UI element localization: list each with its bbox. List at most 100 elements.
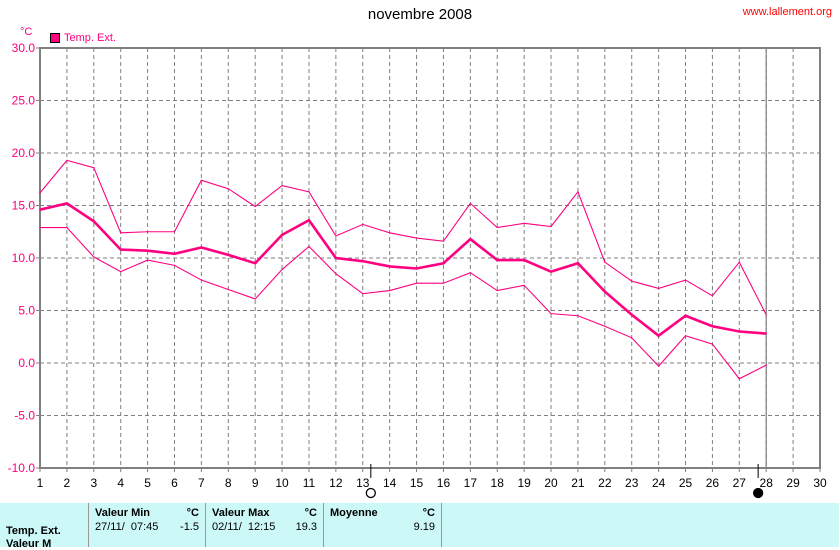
point-min (281, 268, 283, 271)
point-mean (362, 260, 364, 262)
point-max (93, 167, 95, 169)
point-max (146, 231, 149, 233)
point-min (362, 293, 364, 295)
point-mean (684, 315, 687, 317)
min-unit: °C (186, 507, 199, 519)
point-max (711, 295, 714, 297)
x-tick-label: 6 (171, 476, 178, 490)
site-link[interactable]: www.lallement.org (742, 6, 832, 18)
point-min (200, 279, 202, 281)
point-mean (550, 271, 552, 273)
y-tick-label: 30.0 (12, 41, 36, 55)
point-mean (120, 249, 122, 251)
point-max (227, 188, 229, 190)
point-mean (577, 262, 579, 264)
point-min (550, 313, 552, 315)
avg-column: Moyenne °C 9.19 (323, 503, 441, 547)
point-mean (254, 262, 256, 264)
series-mean-line (39, 202, 767, 338)
point-mean (39, 209, 41, 211)
x-tick-label: 21 (571, 476, 585, 490)
point-max (577, 191, 579, 193)
point-mean (173, 253, 176, 255)
x-tick-label: 5 (144, 476, 151, 490)
point-mean (281, 234, 283, 236)
max-datetime: 02/11/ 12:15 (212, 521, 276, 533)
point-min (93, 256, 95, 258)
point-min (389, 289, 391, 292)
point-max (200, 179, 202, 181)
row-label: Temp. Ext. (6, 525, 61, 537)
point-min (442, 282, 445, 284)
point-mean (738, 330, 740, 333)
point-max (335, 235, 337, 237)
point-max (120, 232, 122, 234)
point-mean (469, 238, 471, 240)
x-tick-label: 30 (813, 476, 827, 490)
point-max (765, 314, 767, 316)
point-min (335, 273, 337, 275)
series-max-line (39, 159, 767, 315)
point-mean (66, 202, 68, 204)
point-mean (93, 220, 95, 222)
point-min (523, 284, 525, 286)
point-max (631, 280, 633, 282)
point-max (281, 184, 283, 187)
point-mean (711, 325, 714, 327)
y-tick-label: 0.0 (18, 356, 35, 370)
x-tick-label: 11 (303, 476, 316, 490)
point-max (66, 159, 68, 161)
x-tick-label: 20 (544, 476, 558, 490)
x-tick-label: 9 (252, 476, 259, 490)
point-min (227, 288, 229, 291)
point-min (631, 337, 633, 339)
x-tick-label: 24 (652, 476, 666, 490)
point-max (39, 192, 41, 194)
min-header: Valeur Min (95, 507, 151, 519)
min-datetime: 27/11/ 07:45 (95, 521, 159, 533)
point-mean (389, 265, 391, 267)
point-min (738, 378, 740, 380)
legend-swatch (50, 33, 60, 43)
x-tick-label: 28 (760, 476, 774, 490)
max-header: Valeur Max (212, 507, 270, 519)
stats-panel: Temp. Ext. Valeur M Valeur Min °C 27/11/ … (0, 503, 839, 550)
x-tick-label: 10 (275, 476, 289, 490)
point-min (146, 259, 149, 261)
x-tick-label: 23 (625, 476, 639, 490)
point-min (469, 272, 471, 274)
y-tick-label: 25.0 (12, 94, 36, 108)
point-mean (227, 254, 229, 256)
point-mean (604, 291, 606, 293)
filled-circle-marker (752, 487, 764, 499)
point-max (415, 237, 418, 239)
x-tick-label: 1 (37, 476, 44, 490)
point-min (39, 226, 41, 229)
point-mean (308, 219, 310, 221)
row-label-2: Valeur M (6, 538, 52, 550)
x-tick-label: 4 (117, 476, 124, 490)
point-min (415, 282, 418, 284)
max-unit: °C (304, 507, 317, 519)
x-tick-label: 25 (679, 476, 693, 490)
x-tick-label: 3 (90, 476, 97, 490)
x-tick-label: 22 (598, 476, 612, 490)
x-tick-label: 29 (786, 476, 800, 490)
point-max (362, 223, 364, 225)
x-tick-label: 18 (491, 476, 505, 490)
plot-frame (39, 47, 821, 469)
legend-label: Temp. Ext. (64, 32, 116, 44)
y-tick-label: 10.0 (12, 251, 36, 265)
x-tick-label: 13 (356, 476, 370, 490)
max-value: 19.3 (295, 521, 317, 533)
x-tick-label: 8 (225, 476, 232, 490)
point-max (738, 261, 740, 263)
x-tick-label: 7 (198, 476, 205, 490)
x-tick-label: 12 (329, 476, 343, 490)
point-min (254, 298, 256, 300)
point-max (658, 287, 660, 290)
point-min (711, 343, 714, 345)
point-max (389, 232, 391, 234)
panel-divider (441, 503, 454, 547)
point-min (120, 271, 122, 273)
